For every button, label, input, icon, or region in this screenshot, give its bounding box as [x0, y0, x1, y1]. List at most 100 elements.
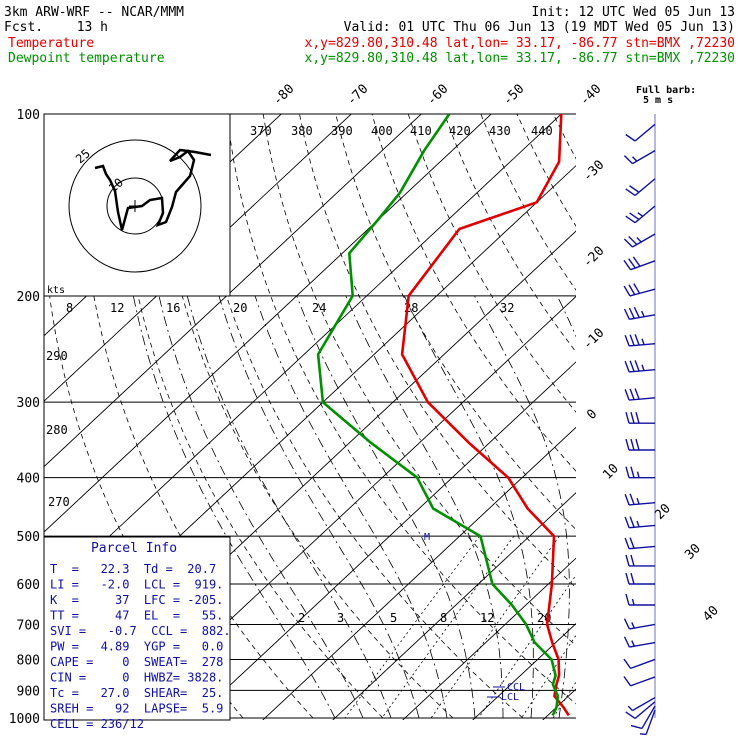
- mixing-ratio-line: [599, 536, 714, 718]
- wind-barb-flag: [633, 306, 640, 318]
- mixing-ratio-label: 32: [500, 301, 514, 315]
- wind-barb: [624, 388, 656, 401]
- moist-adiabat: [474, 295, 570, 719]
- moist-adiabat: [403, 295, 534, 719]
- wind-key-line1: Full barb:: [636, 85, 696, 96]
- wind-barb: [623, 676, 656, 687]
- wind-barb-staff: [632, 150, 656, 165]
- wind-barb-flag: [624, 334, 630, 347]
- wind-barb-flag: [623, 618, 631, 630]
- mixing-ratio-line: [344, 535, 480, 719]
- mixing-ratio-label: 8: [66, 301, 73, 315]
- dry-adiabat: [262, 114, 576, 647]
- pressure-tick-label: 500: [17, 530, 40, 545]
- pressure-tick-label: 800: [17, 653, 40, 668]
- wind-barb-flag: [635, 411, 640, 424]
- wind-barb: [623, 658, 656, 670]
- sounding-traces: [316, 114, 570, 717]
- wind-barb: [625, 178, 656, 197]
- wind-barb-flag: [624, 516, 630, 528]
- pressure-tick-label: 900: [17, 684, 40, 699]
- wind-barb: [627, 696, 656, 712]
- wind-barb-flag: [623, 308, 631, 320]
- wind-barb-flag: [630, 724, 643, 730]
- wind-barb-half-flag: [631, 640, 635, 647]
- wind-barb-flag: [624, 493, 630, 506]
- dry-adiabat: [190, 114, 524, 719]
- wind-barb-half-flag: [632, 156, 638, 162]
- pressure-tick-label: 1000: [9, 712, 40, 727]
- wind-barb-flag: [625, 711, 636, 720]
- wind-barb-flag: [628, 258, 636, 269]
- wind-barb-flag: [629, 493, 635, 505]
- mixing-ratio-label: 12: [480, 611, 494, 625]
- isotherm: [332, 492, 576, 720]
- wind-barb-flag: [623, 285, 631, 297]
- parcel-info-row: LI = -2.0 LCL = 919.: [50, 578, 223, 592]
- wind-barb: [625, 205, 656, 224]
- temperature-tick-label: -50: [500, 82, 527, 109]
- wind-barb-flag: [630, 554, 635, 567]
- wind-barb-flag: [623, 636, 631, 648]
- ccl-label: CCL: [507, 682, 525, 693]
- wind-barb: [625, 593, 655, 606]
- wind-barb: [623, 618, 656, 630]
- pressure-tick-label: 400: [17, 472, 40, 487]
- dry-adiabat-label: 270: [48, 495, 70, 509]
- dry-adiabat: [335, 114, 576, 531]
- wind-barb-flag: [628, 307, 635, 319]
- parcel-info-row: SVI = -0.7 CCL = 882.: [50, 624, 231, 638]
- mixing-ratio-line: [521, 634, 576, 719]
- moist-adiabat: [186, 295, 392, 719]
- parcel-info-frame: [43, 536, 231, 721]
- parcel-info-row: TT = 47 EL = 55.: [50, 609, 223, 623]
- wind-barb-flag: [635, 438, 640, 451]
- wind-barb: [625, 701, 656, 720]
- wind-barb-flag: [625, 188, 636, 197]
- wind-barb: [624, 516, 656, 529]
- dry-adiabat: [662, 114, 740, 718]
- pressure-tick-label: 200: [17, 290, 40, 305]
- wind-barb: [624, 334, 656, 347]
- hodograph-units: kts: [47, 285, 65, 296]
- wind-barb-flag: [629, 360, 635, 372]
- wind-barb-flag: [623, 676, 632, 687]
- mixing-ratio-label: 24: [312, 301, 326, 315]
- wind-barb-flag: [624, 537, 630, 549]
- wind-barb: [625, 466, 655, 479]
- dry-adiabat-label: 280: [46, 423, 68, 437]
- temperature-tick-label: -20: [580, 244, 607, 271]
- dry-adiabat: [626, 114, 740, 718]
- forecast-hour: 13 h: [77, 20, 108, 35]
- wind-barb-flag: [623, 238, 633, 248]
- wind-barb-half-flag: [636, 471, 640, 478]
- dry-adiabat-label: 440: [531, 124, 553, 138]
- wind-barb-flag: [629, 388, 635, 400]
- dry-adiabat-label: 420: [449, 124, 471, 138]
- wind-barb: [625, 572, 655, 585]
- wind-barb-half-flag: [636, 237, 642, 243]
- dry-adiabat: [590, 114, 740, 718]
- valid-time: Valid: 01 UTC Thu 06 Jun 13 (19 MDT Wed …: [344, 20, 735, 35]
- isotherm: [44, 114, 352, 402]
- pressure-tick-label: 700: [17, 618, 40, 633]
- parcel-info-row: CAPE = 0 SWEAT= 278: [50, 655, 223, 669]
- mixing-ratio-label: 3: [337, 611, 344, 625]
- temperature-tick-label: 30: [682, 541, 704, 563]
- wind-barb-flag: [624, 360, 630, 373]
- wind-barb-half-flag: [636, 520, 640, 528]
- wind-barb: [623, 233, 656, 248]
- dry-adiabat-label: 430: [489, 124, 511, 138]
- hodograph-frame: [43, 113, 231, 297]
- wind-barb-staff: [630, 676, 656, 687]
- moist-adiabat: [132, 295, 336, 719]
- wind-barb-flag: [625, 466, 630, 478]
- isotherm: [601, 56, 740, 731]
- pressure-tick-label: 300: [17, 396, 40, 411]
- hodograph-trace: [94, 148, 212, 231]
- wind-barb-staff: [630, 260, 656, 271]
- wind-barb-half-flag: [639, 733, 647, 736]
- wind-barb: [625, 123, 656, 142]
- lcl-label: LCL: [501, 692, 519, 703]
- wind-barb-flag: [632, 256, 641, 267]
